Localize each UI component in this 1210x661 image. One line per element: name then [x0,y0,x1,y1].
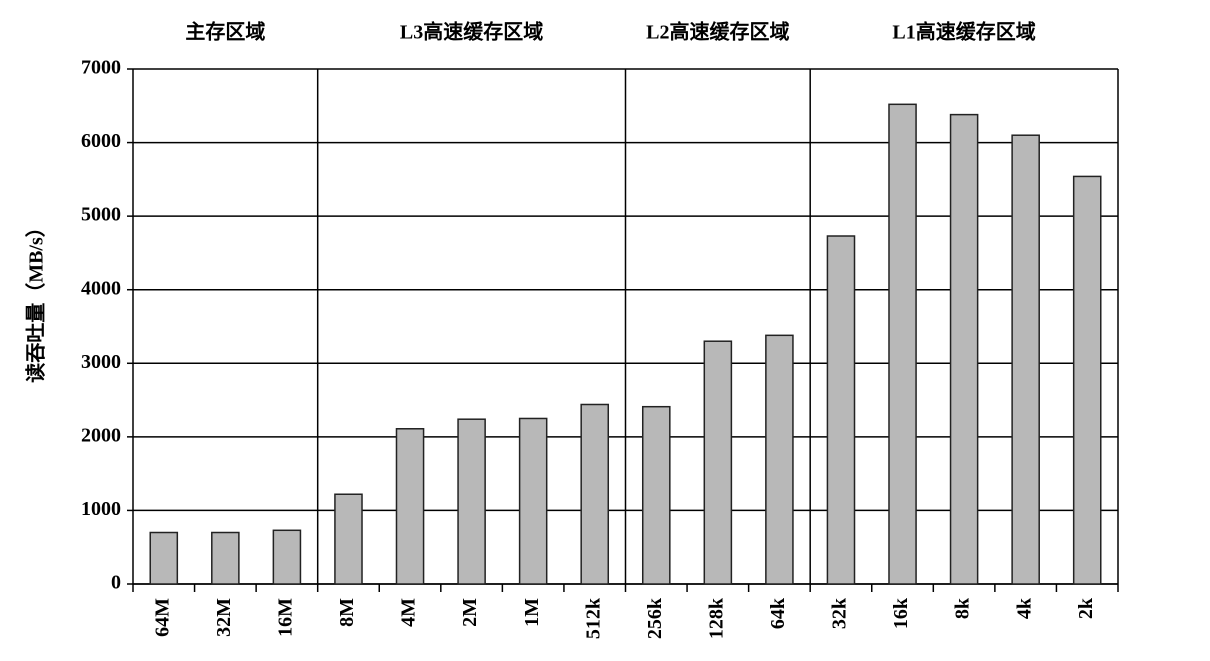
bar [211,531,240,585]
region-label: 主存区域 [185,20,265,44]
x-tick-label: 8M [336,598,358,627]
bar [334,493,363,585]
x-tick-label: 16M [275,598,297,637]
bar [395,428,425,585]
bar [641,405,671,585]
x-tick-label: 32k [829,597,851,629]
y-tick-label: 6000 [81,130,121,152]
y-tick-label: 5000 [81,204,121,226]
region-label: L3高速缓存区域 [400,20,543,44]
x-tick-label: 2k [1075,597,1097,619]
bar [457,418,486,585]
x-tick-label: 4k [1013,597,1035,619]
bar [888,103,917,585]
x-tick-label: 128k [705,597,727,639]
bar [1072,175,1102,585]
bar [765,334,794,585]
x-tick-label: 8k [952,597,974,619]
bar [149,531,179,585]
x-tick-label: 512k [582,597,604,639]
x-tick-label: 256k [644,597,666,639]
bar [1011,134,1040,585]
bar [272,529,302,585]
y-tick-label: 7000 [81,57,121,79]
y-tick-label: 3000 [81,351,121,373]
region-label: L2高速缓存区域 [646,20,789,44]
x-tick-label: 32M [213,598,235,637]
bar [826,235,856,585]
x-tick-label: 1M [521,598,543,627]
x-tick-label: 64k [767,597,789,629]
x-tick-label: 4M [398,598,420,627]
bar [949,113,979,585]
y-tick-label: 4000 [81,277,121,299]
y-axis-label: 读吞吐量（MB/s） [24,217,48,383]
x-tick-label: 16k [890,597,912,629]
y-tick-label: 2000 [81,424,121,446]
y-tick-label: 1000 [81,498,121,520]
region-label: L1高速缓存区域 [892,20,1035,44]
bar [580,403,610,585]
bar [518,417,548,585]
y-tick-label: 0 [111,572,121,594]
bar [703,340,733,585]
x-tick-label: 2M [459,598,481,627]
x-tick-label: 64M [151,598,173,637]
